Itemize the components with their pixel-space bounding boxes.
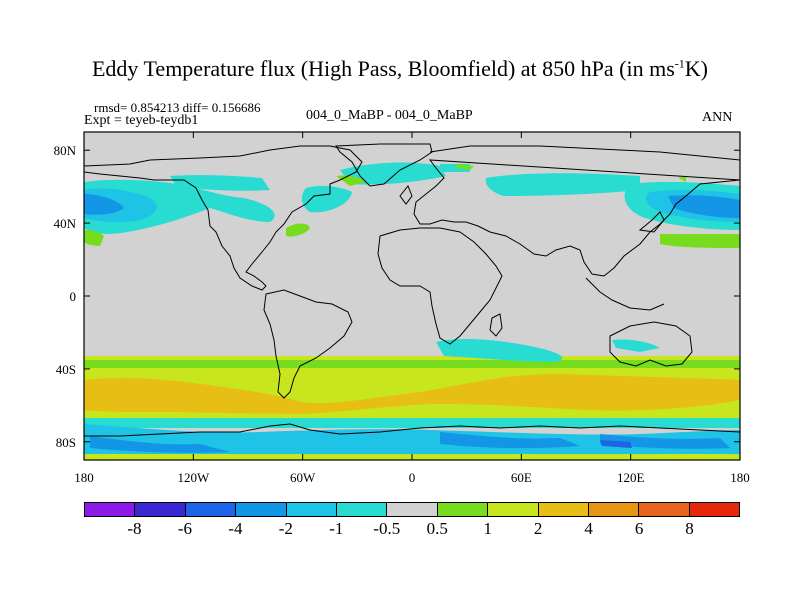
colorbar-level-label: -8 [127, 519, 142, 538]
east-pacific-green [84, 230, 104, 246]
atlantic-green-1 [286, 223, 310, 237]
colorbar-swatch [689, 503, 740, 516]
australia-south-cyan [612, 339, 660, 352]
experiment-label: Expt = teyeb-teydb1 [84, 113, 199, 128]
sh-polar-cyan [84, 418, 740, 428]
north-pacific-blue-east [668, 195, 740, 218]
y-tick-label: 0 [70, 289, 77, 304]
y-tick-label: 80N [54, 143, 77, 158]
sh-storm-track-orange [84, 374, 740, 414]
antarctic-coast-light-blue [84, 424, 740, 460]
colorbar-level-label: 8 [685, 519, 694, 538]
map-field [84, 132, 740, 460]
colorbar-level-label: 0.5 [426, 519, 448, 538]
indian-ocean-cyan [436, 339, 563, 362]
colorbar-level-label: -2 [278, 519, 293, 538]
colorbar-swatch [588, 503, 640, 516]
north-pacific-blue-west [84, 194, 124, 215]
siberia-cyan [485, 173, 640, 196]
west-pacific-green [660, 234, 740, 248]
colorbar-level-label: -6 [177, 519, 193, 538]
figure-title: Eddy Temperature flux (High Pass, Bloomf… [91, 56, 708, 81]
x-tick-label: 60E [511, 470, 532, 485]
colorbar-swatch [387, 503, 438, 516]
antarctic-blue-3 [600, 434, 730, 449]
north-atlantic-cyan-1 [301, 185, 352, 213]
sh-band-green-edge [84, 360, 740, 368]
colorbar-swatch [185, 503, 237, 516]
antarctic-blue-2 [440, 432, 580, 449]
colorbar-swatch [85, 503, 136, 516]
colorbar-level-label: 4 [584, 519, 593, 538]
antarctic-blue-1 [90, 436, 230, 453]
colorbar-swatch [135, 503, 186, 516]
x-tick-label: 180 [730, 470, 750, 485]
colorbar-level-label: -4 [228, 519, 243, 538]
colorbar-swatch [236, 503, 287, 516]
x-tick-label: 120W [177, 470, 210, 485]
north-atlantic-cyan-2 [340, 162, 446, 185]
colorbar-swatch [437, 503, 489, 516]
y-axis: 80N 40N 0 40S 80S [54, 143, 740, 450]
x-tick-label: 180 [74, 470, 94, 485]
coastlines [84, 143, 740, 437]
colorbar-level-label: 2 [533, 519, 543, 538]
y-tick-label: 40S [56, 362, 76, 377]
y-tick-label: 80S [56, 435, 76, 450]
colorbar-level-label: -1 [329, 519, 344, 538]
colorbar-swatch [639, 503, 690, 516]
colorbar-level-label: 1 [483, 519, 492, 538]
antarctic-dark-blue [600, 440, 632, 448]
colorbar-level-label: 6 [634, 519, 644, 538]
colorbar [84, 502, 740, 517]
period-label: ANN [702, 110, 733, 125]
x-tick-label: 120E [617, 470, 645, 485]
x-tick-label: 0 [409, 470, 416, 485]
colorbar-swatch [538, 503, 589, 516]
x-tick-label: 60W [290, 470, 316, 485]
colorbar-level-label: -0.5 [373, 519, 401, 538]
arctic-green [456, 164, 474, 170]
colorbar-swatch [286, 503, 337, 516]
colorbar-swatch [336, 503, 388, 516]
colorbar-swatch [488, 503, 539, 516]
rmsd-diff-label: rmsd= 0.854213 diff= 0.156686 [94, 100, 261, 115]
case-label: 004_0_MaBP - 004_0_MaBP [306, 108, 473, 123]
y-tick-label: 40N [54, 216, 77, 231]
kamchatka-green [678, 176, 686, 182]
x-axis: 180 120W 60W 0 60E 120E 180 [74, 132, 750, 485]
